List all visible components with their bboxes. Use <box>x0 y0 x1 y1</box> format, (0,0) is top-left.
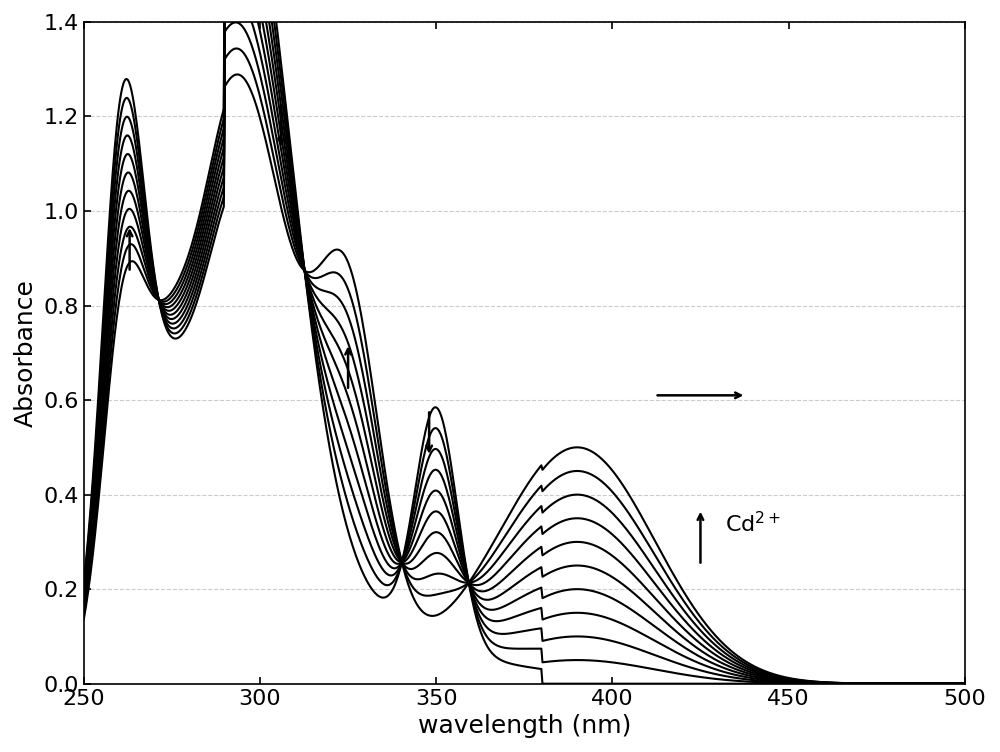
X-axis label: wavelength (nm): wavelength (nm) <box>418 714 631 738</box>
Text: Cd$^{2+}$: Cd$^{2+}$ <box>725 511 781 536</box>
Y-axis label: Absorbance: Absorbance <box>14 279 38 426</box>
